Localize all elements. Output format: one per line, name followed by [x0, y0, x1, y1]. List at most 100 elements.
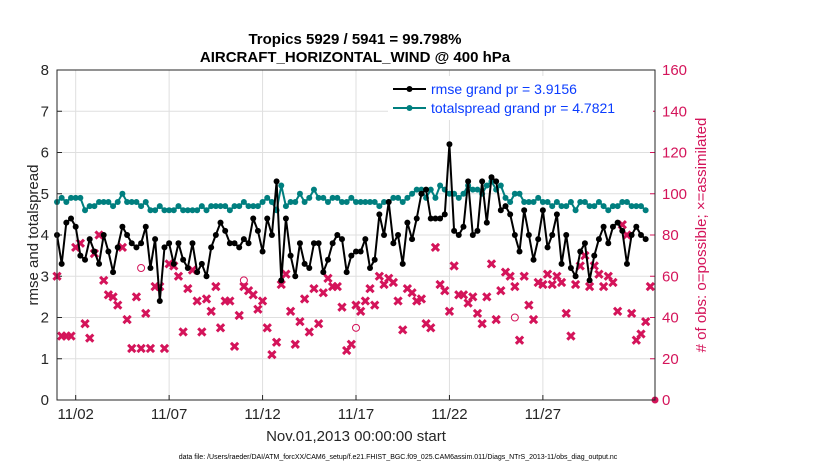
obs-x-center	[634, 337, 639, 343]
rmse-point	[301, 260, 308, 267]
rmse-point	[180, 256, 187, 263]
totalspread-point	[553, 199, 560, 205]
totalspread-point	[558, 203, 565, 210]
totalspread-point	[203, 207, 210, 214]
rmse-point	[390, 240, 397, 247]
obs-assimilated-point	[430, 242, 441, 253]
obs-x-center	[297, 319, 303, 324]
obs-x-center	[601, 284, 606, 289]
obs-assimilated-point	[636, 329, 646, 339]
totalspread-point	[474, 186, 481, 193]
rmse-point	[250, 215, 257, 222]
rmse-point	[395, 232, 402, 238]
rmse-point	[516, 248, 523, 255]
obs-x-center	[96, 232, 102, 238]
totalspread-point	[198, 203, 205, 210]
rmse-point	[63, 219, 70, 226]
obs-x-center	[283, 271, 289, 277]
rmse-point	[245, 240, 252, 247]
totalspread-point	[338, 199, 345, 205]
rmse-point	[488, 174, 495, 181]
obs-assimilated-point	[145, 343, 156, 354]
totalspread-point	[180, 207, 187, 214]
x-tick-label: 11/27	[525, 406, 561, 423]
obs-assimilated-point	[482, 292, 492, 302]
totalspread-point	[437, 182, 444, 189]
rmse-point	[600, 223, 607, 230]
obs-x-center	[447, 309, 452, 314]
obs-assimilated-point	[645, 281, 655, 292]
rmse-point	[437, 215, 444, 222]
obs-x-center	[517, 337, 522, 343]
rmse-point	[259, 248, 266, 255]
totalspread-point	[189, 207, 196, 214]
totalspread-point	[292, 199, 299, 205]
totalspread-point	[567, 199, 574, 205]
rmse-point	[493, 178, 500, 185]
rmse-point	[184, 265, 191, 271]
rmse-point	[72, 223, 79, 230]
rmse-point	[469, 232, 476, 238]
obs-assimilated-point	[295, 316, 305, 327]
rmse-point	[404, 219, 411, 226]
totalspread-point	[124, 199, 131, 205]
y-tick-label-right: 120	[662, 145, 687, 162]
rmse-point	[133, 244, 140, 251]
obs-x-center	[110, 294, 116, 300]
obs-x-center	[190, 267, 195, 273]
obs-assimilated-point	[374, 271, 385, 281]
obs-x-center	[568, 333, 574, 339]
totalspread-point	[245, 203, 252, 210]
obs-assimilated-point	[505, 271, 515, 281]
totalspread-point	[413, 186, 420, 193]
y-tick-label-right: 140	[662, 103, 687, 120]
obs-x-center	[498, 288, 504, 293]
totalspread-point	[600, 203, 607, 210]
rmse-point	[367, 265, 374, 271]
obs-x-center	[437, 282, 443, 287]
y-axis-label-left: rmse and totalspread	[25, 165, 42, 306]
obs-x-center	[624, 232, 630, 238]
rmse-point	[161, 244, 168, 251]
obs-x-center	[442, 288, 447, 293]
totalspread-point	[315, 194, 322, 201]
obs-x-center	[531, 317, 536, 322]
totalspread-point	[507, 199, 514, 205]
totalspread-point	[572, 207, 579, 214]
rmse-point	[212, 232, 219, 238]
rmse-point	[535, 236, 542, 243]
rmse-point	[222, 227, 229, 234]
rmse-point	[170, 260, 177, 267]
obs-assimilated-point	[206, 306, 216, 316]
y-tick-label-right: 0	[662, 392, 670, 409]
rmse-point	[623, 260, 630, 267]
obs-assimilated-point	[267, 349, 277, 360]
totalspread-point	[633, 203, 640, 210]
obs-x-center	[279, 282, 284, 287]
legend-label-rmse: rmse grand pr = 3.9156	[431, 81, 577, 97]
totalspread-point	[208, 203, 215, 210]
y-tick-label-left: 6	[41, 145, 49, 162]
obs-assimilated-point	[556, 277, 567, 288]
grid	[57, 70, 655, 400]
rmse-point	[296, 240, 303, 247]
obs-x-center	[433, 245, 438, 250]
rmse-point	[628, 232, 635, 238]
totalspread-point	[399, 199, 406, 205]
obs-assimilated-point	[122, 314, 132, 325]
obs-x-center	[260, 298, 265, 304]
obs-x-center	[162, 346, 167, 351]
obs-x-center	[59, 333, 64, 339]
rmse-point	[77, 252, 84, 259]
rmse-point	[273, 178, 280, 185]
rmse-point	[511, 232, 518, 238]
totalspread-point	[324, 199, 331, 205]
totalspread-point	[240, 199, 247, 205]
rmse-point	[203, 273, 210, 280]
obs-x-center	[143, 311, 148, 316]
totalspread-point	[535, 194, 542, 201]
obs-x-center	[222, 298, 228, 304]
obs-assimilated-point	[281, 269, 291, 279]
rmse-point	[310, 240, 317, 247]
